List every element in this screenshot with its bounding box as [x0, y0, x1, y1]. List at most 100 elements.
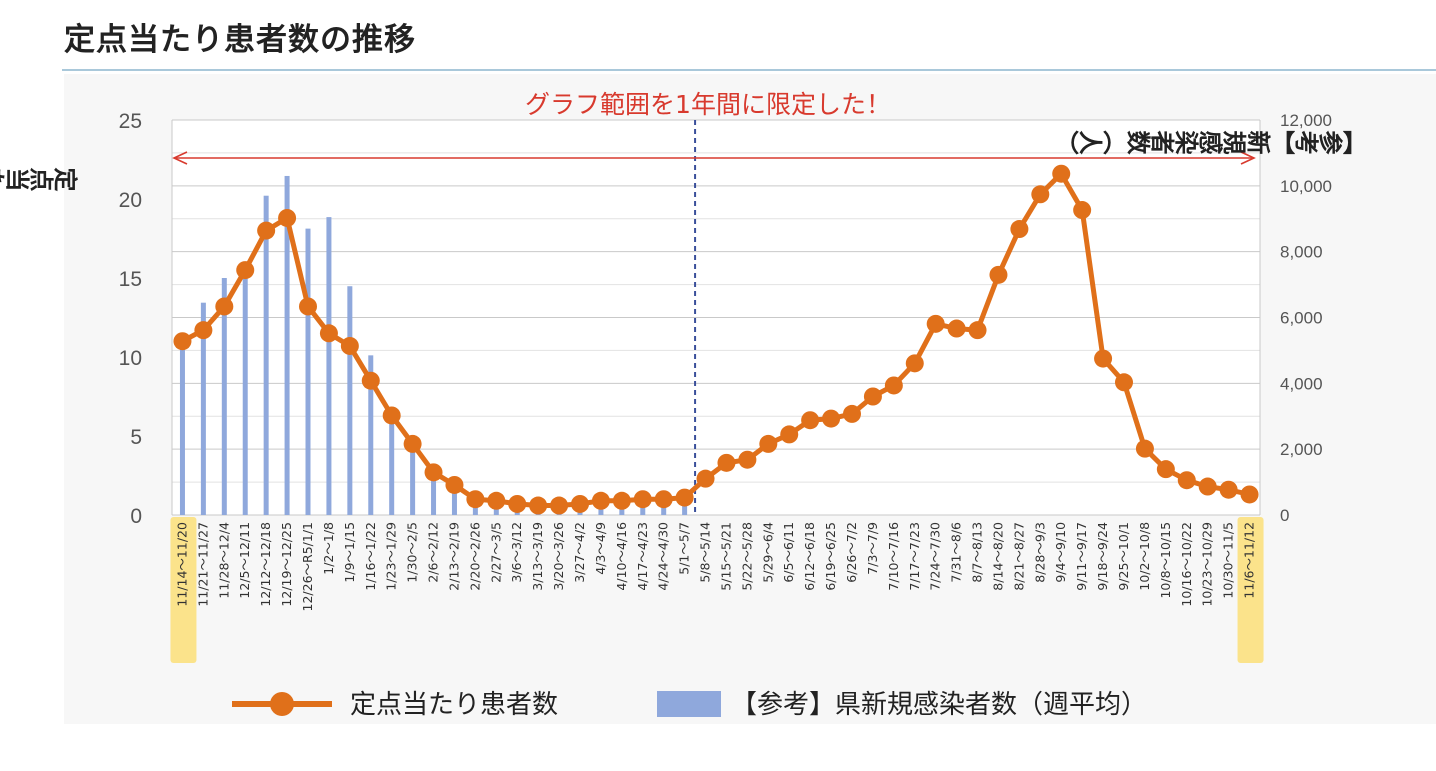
- x-tick-label: 1/9〜1/15: [342, 522, 357, 583]
- line-point: [738, 450, 757, 469]
- bar: [305, 228, 311, 515]
- line-point: [1031, 185, 1050, 204]
- bar: [389, 416, 395, 515]
- x-tick-label: 10/16〜10/22: [1179, 522, 1194, 607]
- right-y-tick-label: 8,000: [1280, 243, 1323, 262]
- line-point: [403, 434, 422, 453]
- right-y-tick-label: 12,000: [1280, 111, 1332, 130]
- line-point: [717, 453, 736, 472]
- line-point: [612, 491, 631, 510]
- legend-marker-swatch: [270, 692, 294, 716]
- line-point: [1177, 471, 1196, 490]
- bar: [284, 175, 290, 516]
- bar: [200, 302, 206, 515]
- line-point: [780, 425, 799, 444]
- x-tick-label: 8/28〜9/3: [1032, 522, 1047, 583]
- line-point: [905, 354, 924, 373]
- x-tick-label: 10/8〜10/15: [1158, 522, 1173, 599]
- line-point: [361, 371, 380, 390]
- x-tick-label: 11/28〜12/4: [216, 522, 231, 599]
- line-point: [445, 475, 464, 494]
- x-tick-label: 5/15〜5/21: [719, 522, 734, 591]
- line-point: [340, 336, 359, 355]
- right-y-tick-label: 10,000: [1280, 177, 1332, 196]
- x-tick-label: 9/11〜9/17: [1074, 522, 1089, 591]
- x-tick-label: 2/27〜3/5: [488, 522, 503, 583]
- bar: [410, 447, 416, 515]
- x-tick-label: 7/24〜7/30: [928, 522, 943, 591]
- left-y-axis-label: 定点当たり患者数（人）: [0, 163, 79, 191]
- x-tick-label: 4/17〜4/23: [635, 522, 650, 591]
- x-tick-label: 7/3〜7/9: [865, 522, 880, 575]
- x-tick-label: 4/3〜4/9: [593, 522, 608, 575]
- line-point: [1115, 373, 1133, 392]
- bar: [368, 355, 374, 515]
- line-point: [843, 404, 861, 423]
- page-title: 定点当たり患者数の推移: [64, 22, 416, 58]
- category-highlight: [1237, 517, 1264, 663]
- x-tick-label: 2/20〜2/26: [467, 522, 482, 591]
- x-tick-label: 10/23〜10/29: [1200, 522, 1215, 607]
- x-tick-label: 5/1〜5/7: [677, 522, 692, 575]
- x-tick-label: 7/17〜7/23: [907, 522, 922, 591]
- line-point: [591, 491, 610, 510]
- bar: [242, 269, 248, 515]
- series-line: [181, 171, 1251, 508]
- line-point: [319, 324, 338, 343]
- x-tick-label: 12/26〜R5/1/1: [300, 522, 315, 612]
- x-tick-label: 6/19〜6/25: [823, 522, 838, 591]
- line-point: [194, 321, 213, 340]
- x-tick-label: 3/6〜3/12: [509, 522, 524, 583]
- right-y-tick-label: 4,000: [1280, 374, 1323, 393]
- gridlines: [171, 119, 1261, 516]
- right-y-axis-ticks: 0 2,000 4,000 6,000 8,000 10,000 12,000: [1280, 111, 1332, 525]
- left-y-tick-label: 25: [119, 110, 142, 133]
- left-y-tick-label: 0: [130, 505, 142, 528]
- x-tick-label: 7/10〜7/16: [886, 522, 901, 591]
- x-tick-label: 6/26〜7/2: [844, 522, 859, 583]
- line-point: [529, 496, 548, 515]
- line-point: [884, 376, 903, 395]
- legend: 定点当たり患者数 【参考】県新規感染者数（週平均）: [232, 690, 1147, 720]
- x-tick-label: 6/5〜6/11: [781, 522, 796, 583]
- title-divider: [62, 69, 1436, 71]
- left-y-tick-label: 15: [119, 268, 142, 291]
- x-tick-label: 8/7〜8/13: [970, 522, 985, 583]
- x-tick-label: 3/27〜4/2: [572, 522, 587, 583]
- left-y-tick-label: 5: [130, 426, 142, 449]
- line-point: [508, 494, 527, 513]
- highlighted-categories: [170, 517, 1264, 663]
- line-point: [1073, 201, 1092, 220]
- line-point: [215, 297, 234, 316]
- x-tick-label: 3/20〜3/26: [551, 522, 566, 591]
- right-y-tick-label: 0: [1280, 506, 1289, 525]
- x-tick-label: 12/19〜12/25: [279, 522, 294, 607]
- x-tick-label: 11/21〜11/27: [195, 522, 210, 607]
- line-point: [822, 409, 841, 428]
- line-point: [989, 265, 1008, 284]
- left-y-tick-label: 10: [119, 347, 142, 370]
- line-point: [1135, 439, 1154, 458]
- left-y-axis-ticks: 0 5 10 15 20 25: [119, 110, 142, 528]
- bar: [347, 286, 353, 515]
- line-point: [382, 406, 401, 425]
- x-tick-label: 1/23〜1/29: [384, 522, 399, 591]
- x-tick-label: 2/13〜2/19: [447, 522, 462, 591]
- left-y-tick-label: 20: [119, 189, 142, 212]
- bar: [263, 195, 269, 516]
- bar: [326, 217, 332, 515]
- line-point: [1240, 485, 1259, 504]
- line-point: [801, 411, 820, 430]
- line-point: [947, 319, 966, 338]
- x-axis-ticks: 11/14〜11/20 11/21〜11/27 11/28〜12/4 12/5〜12/…: [175, 522, 1257, 612]
- right-y-axis-label: 【参考】新規感染者数（人）: [1055, 126, 1367, 154]
- bar: [179, 340, 185, 515]
- x-tick-label: 12/12〜12/18: [258, 522, 273, 607]
- category-highlight: [170, 517, 197, 663]
- x-tick-label: 11/6〜11/12: [1242, 522, 1257, 599]
- line-point: [968, 321, 987, 340]
- line-point: [1198, 477, 1217, 496]
- x-tick-label: 9/18〜9/24: [1095, 522, 1110, 591]
- legend-label-patients: 定点当たり患者数: [350, 690, 558, 720]
